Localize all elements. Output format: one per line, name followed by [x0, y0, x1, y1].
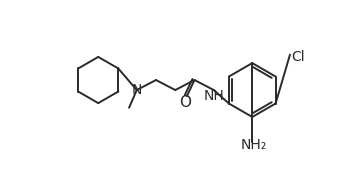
Text: NH: NH: [203, 89, 224, 103]
Text: NH₂: NH₂: [241, 138, 267, 152]
Text: O: O: [179, 95, 191, 110]
Text: Cl: Cl: [291, 50, 305, 64]
Text: N: N: [131, 83, 142, 97]
